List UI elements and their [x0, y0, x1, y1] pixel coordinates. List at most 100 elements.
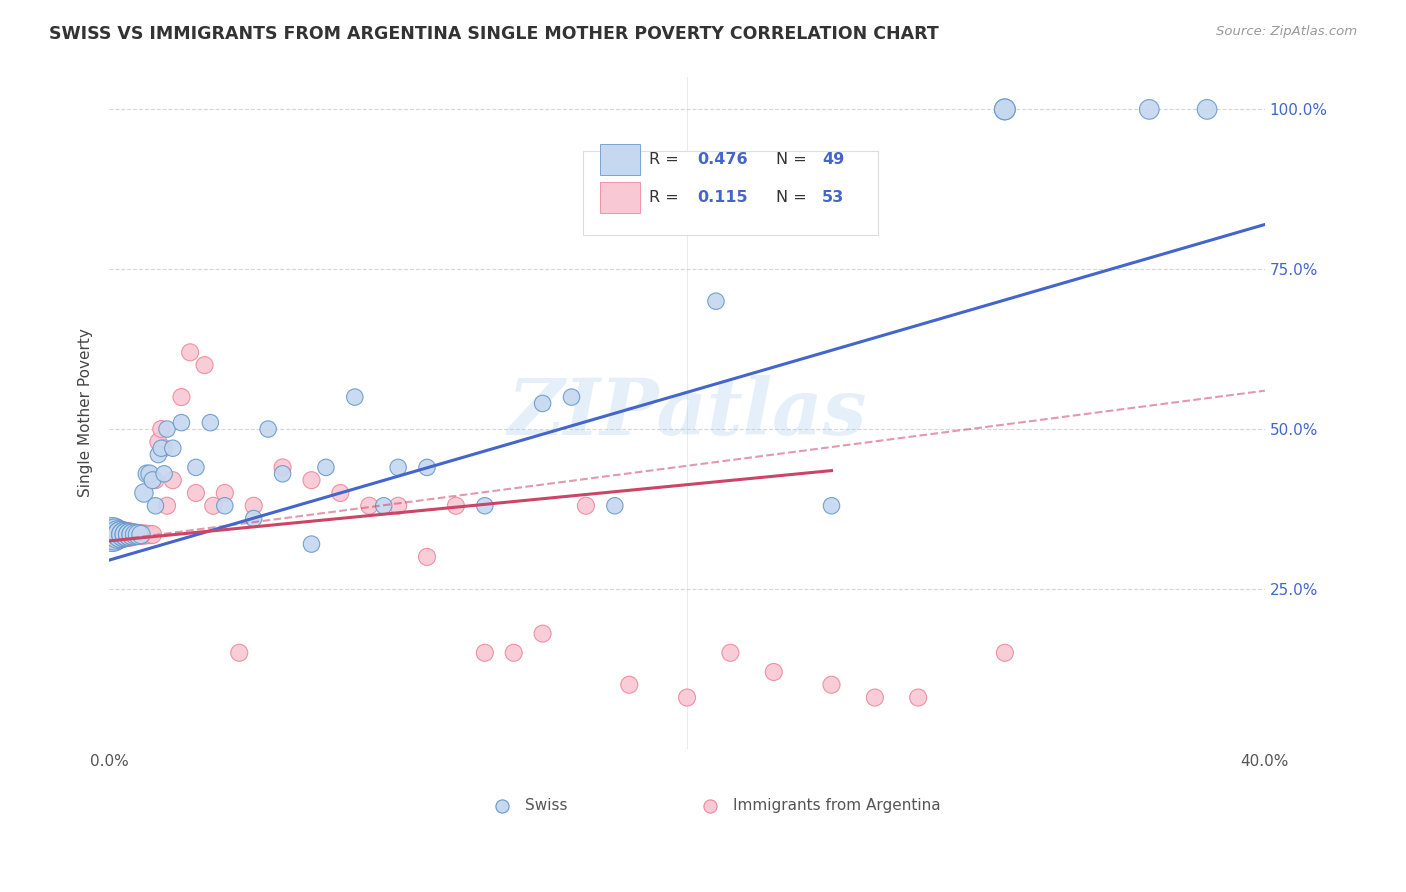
Y-axis label: Single Mother Poverty: Single Mother Poverty [79, 328, 93, 498]
Point [145, 499, 167, 513]
Point [359, 499, 381, 513]
Point [1137, 103, 1160, 117]
Point [132, 527, 155, 541]
FancyBboxPatch shape [600, 144, 640, 175]
Point [603, 499, 626, 513]
Point [179, 345, 201, 359]
Text: N =: N = [776, 152, 811, 167]
Text: Source: ZipAtlas.com: Source: ZipAtlas.com [1216, 25, 1357, 38]
Point [104, 527, 127, 541]
Point [115, 527, 138, 541]
Point [118, 527, 141, 541]
Point [129, 527, 152, 541]
Point [110, 527, 132, 541]
Point [104, 527, 127, 541]
Point [118, 527, 141, 541]
Point [145, 473, 167, 487]
Point [112, 527, 135, 541]
Text: 0.476: 0.476 [697, 152, 748, 167]
Point [704, 294, 727, 309]
Point [762, 665, 785, 679]
Point [162, 441, 184, 455]
Point [170, 390, 193, 404]
Point [115, 527, 138, 541]
Point [560, 390, 582, 404]
Point [115, 527, 138, 541]
Text: N =: N = [776, 190, 811, 205]
Point [502, 646, 524, 660]
Point [228, 646, 250, 660]
Text: ZIPatlas: ZIPatlas [508, 375, 866, 451]
Point [135, 467, 157, 481]
Point [718, 646, 741, 660]
Point [242, 511, 264, 525]
Text: 0.115: 0.115 [697, 190, 748, 205]
Text: R =: R = [650, 190, 683, 205]
Point [575, 499, 598, 513]
Point [444, 499, 467, 513]
Point [132, 486, 155, 500]
Point [107, 527, 129, 541]
Point [121, 527, 143, 541]
Point [135, 527, 157, 541]
Point [127, 527, 149, 541]
Point [387, 499, 409, 513]
Point [343, 390, 366, 404]
Point [271, 460, 294, 475]
Point [148, 434, 170, 449]
Point [531, 396, 554, 410]
Point [142, 527, 165, 541]
Point [138, 527, 160, 541]
Point [907, 690, 929, 705]
Point [214, 499, 236, 513]
Point [184, 460, 207, 475]
Point [531, 626, 554, 640]
Point [202, 499, 225, 513]
Point [820, 678, 842, 692]
Text: R =: R = [650, 152, 683, 167]
Point [820, 499, 842, 513]
Point [162, 473, 184, 487]
Point [129, 527, 152, 541]
Point [142, 473, 165, 487]
Point [148, 448, 170, 462]
Point [619, 678, 641, 692]
Point [214, 486, 236, 500]
Point [416, 460, 439, 475]
Point [150, 422, 173, 436]
Point [127, 527, 149, 541]
Point [127, 527, 149, 541]
Text: Immigrants from Argentina: Immigrants from Argentina [734, 798, 941, 814]
Text: 53: 53 [823, 190, 845, 205]
Point [994, 646, 1017, 660]
Point [156, 499, 179, 513]
Point [124, 527, 146, 541]
Point [194, 358, 217, 372]
Point [153, 467, 176, 481]
Point [107, 527, 129, 541]
Point [1080, 796, 1102, 810]
Point [474, 646, 496, 660]
Point [121, 527, 143, 541]
Point [184, 486, 207, 500]
Point [200, 416, 222, 430]
Point [863, 690, 886, 705]
Point [112, 527, 135, 541]
Point [271, 467, 294, 481]
Point [994, 103, 1017, 117]
Point [301, 537, 323, 551]
Point [416, 549, 439, 564]
Point [112, 527, 135, 541]
Point [242, 499, 264, 513]
Point [257, 422, 280, 436]
Point [676, 690, 699, 705]
Point [112, 527, 135, 541]
Point [153, 441, 176, 455]
Point [101, 527, 124, 541]
Point [373, 499, 395, 513]
Text: Swiss: Swiss [526, 798, 568, 814]
Point [110, 527, 132, 541]
Point [138, 467, 160, 481]
Point [301, 473, 323, 487]
Point [101, 527, 124, 541]
